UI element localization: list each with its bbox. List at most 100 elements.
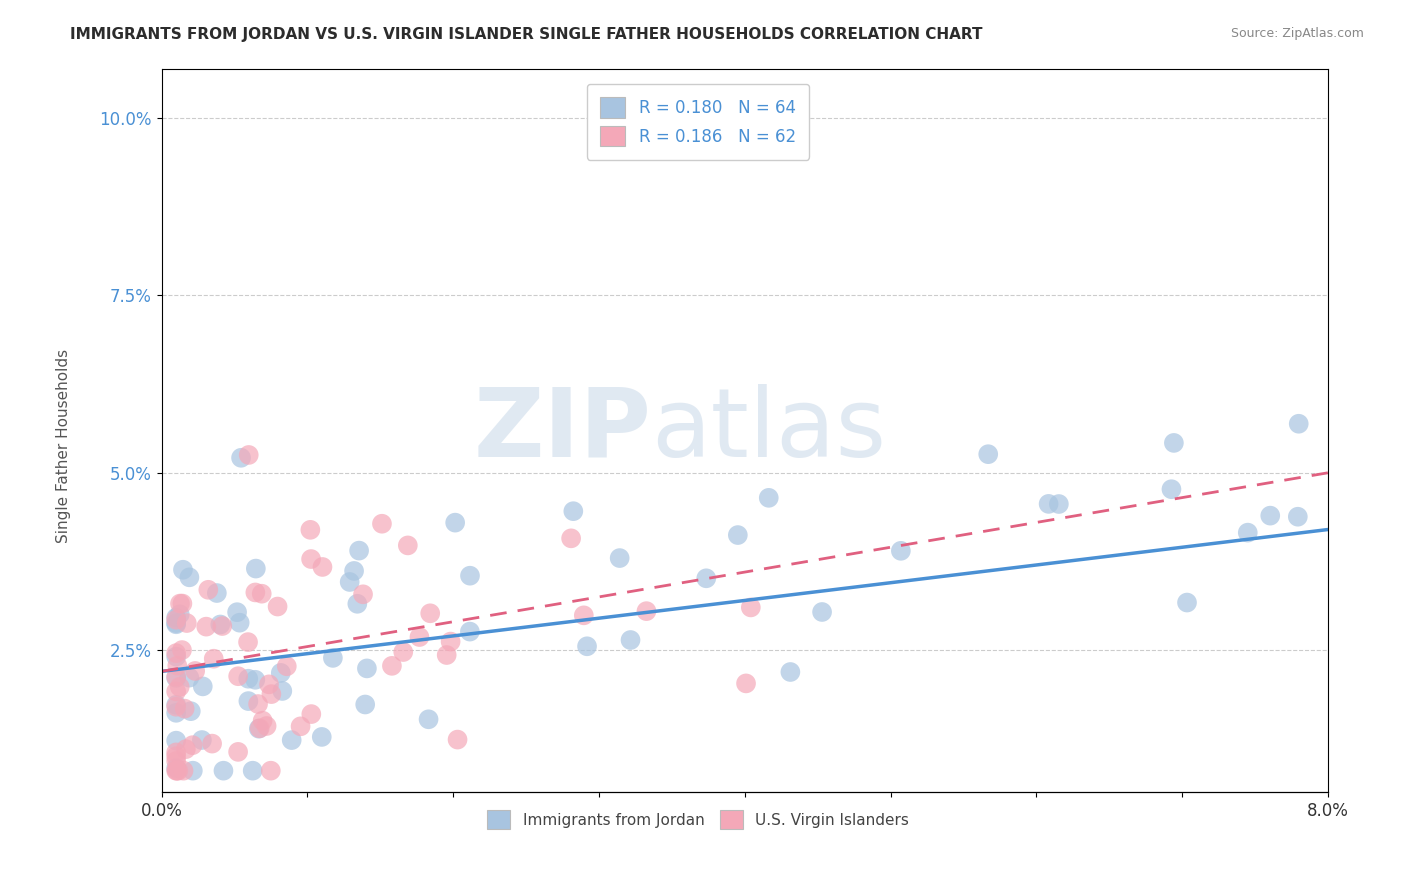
Text: atlas: atlas: [651, 384, 887, 476]
Point: [572, 608, 595, 623]
Point: [735, 676, 758, 690]
Point: [1288, 417, 1310, 431]
Point: [191, 679, 214, 693]
Point: [290, 719, 312, 733]
Point: [179, 570, 201, 584]
Point: [458, 568, 481, 582]
Point: [174, 742, 197, 756]
Point: [236, 635, 259, 649]
Point: [169, 597, 191, 611]
Point: [165, 670, 187, 684]
Point: [228, 615, 250, 630]
Legend: Immigrants from Jordan, U.S. Virgin Islanders: Immigrants from Jordan, U.S. Virgin Isla…: [481, 804, 915, 835]
Point: [257, 677, 280, 691]
Point: [165, 649, 187, 664]
Point: [165, 699, 187, 714]
Point: [238, 672, 260, 686]
Point: [165, 671, 187, 685]
Point: [371, 516, 394, 531]
Point: [165, 616, 187, 631]
Point: [299, 707, 322, 722]
Point: [226, 669, 249, 683]
Point: [247, 697, 270, 711]
Point: [165, 684, 187, 698]
Point: [619, 632, 641, 647]
Point: [180, 704, 202, 718]
Point: [165, 613, 187, 627]
Point: [165, 749, 187, 764]
Point: [1160, 482, 1182, 496]
Point: [172, 597, 194, 611]
Point: [209, 617, 232, 632]
Point: [418, 712, 440, 726]
Point: [247, 722, 270, 736]
Point: [166, 764, 188, 778]
Point: [169, 607, 191, 622]
Text: Source: ZipAtlas.com: Source: ZipAtlas.com: [1230, 27, 1364, 40]
Point: [252, 714, 274, 728]
Point: [165, 745, 187, 759]
Point: [260, 764, 283, 778]
Point: [260, 687, 283, 701]
Point: [242, 764, 264, 778]
Point: [977, 447, 1000, 461]
Point: [165, 610, 187, 624]
Text: ZIP: ZIP: [474, 384, 651, 476]
Point: [311, 730, 333, 744]
Point: [562, 504, 585, 518]
Point: [352, 587, 374, 601]
Point: [167, 764, 190, 778]
Point: [226, 605, 249, 619]
Point: [354, 698, 377, 712]
Point: [408, 630, 430, 644]
Point: [165, 706, 187, 720]
Point: [205, 586, 228, 600]
Point: [758, 491, 780, 505]
Point: [276, 659, 298, 673]
Point: [176, 615, 198, 630]
Point: [250, 587, 273, 601]
Point: [169, 680, 191, 694]
Point: [197, 582, 219, 597]
Point: [1258, 508, 1281, 523]
Point: [299, 523, 322, 537]
Point: [165, 698, 187, 712]
Point: [560, 532, 582, 546]
Point: [322, 651, 344, 665]
Point: [695, 571, 717, 585]
Point: [165, 617, 187, 632]
Point: [249, 721, 271, 735]
Point: [356, 661, 378, 675]
Point: [202, 651, 225, 665]
Point: [191, 733, 214, 747]
Point: [1175, 596, 1198, 610]
Point: [392, 645, 415, 659]
Point: [1236, 525, 1258, 540]
Point: [779, 665, 801, 679]
Point: [343, 564, 366, 578]
Point: [446, 732, 468, 747]
Point: [211, 619, 233, 633]
Point: [347, 543, 370, 558]
Point: [740, 600, 762, 615]
Point: [165, 754, 187, 768]
Point: [245, 561, 267, 575]
Point: [238, 448, 260, 462]
Point: [245, 673, 267, 687]
Point: [212, 764, 235, 778]
Point: [419, 607, 441, 621]
Point: [1163, 436, 1185, 450]
Point: [170, 643, 193, 657]
Point: [727, 528, 749, 542]
Point: [270, 665, 292, 680]
Point: [1038, 497, 1060, 511]
Point: [436, 648, 458, 662]
Point: [271, 684, 294, 698]
Point: [1047, 497, 1070, 511]
Point: [184, 664, 207, 678]
Point: [811, 605, 834, 619]
Point: [458, 624, 481, 639]
Point: [181, 738, 204, 752]
Point: [229, 450, 252, 465]
Point: [311, 560, 333, 574]
